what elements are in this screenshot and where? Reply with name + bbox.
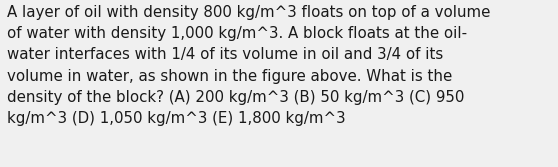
Text: A layer of oil with density 800 kg/m^3 floats on top of a volume
of water with d: A layer of oil with density 800 kg/m^3 f… (7, 5, 490, 126)
